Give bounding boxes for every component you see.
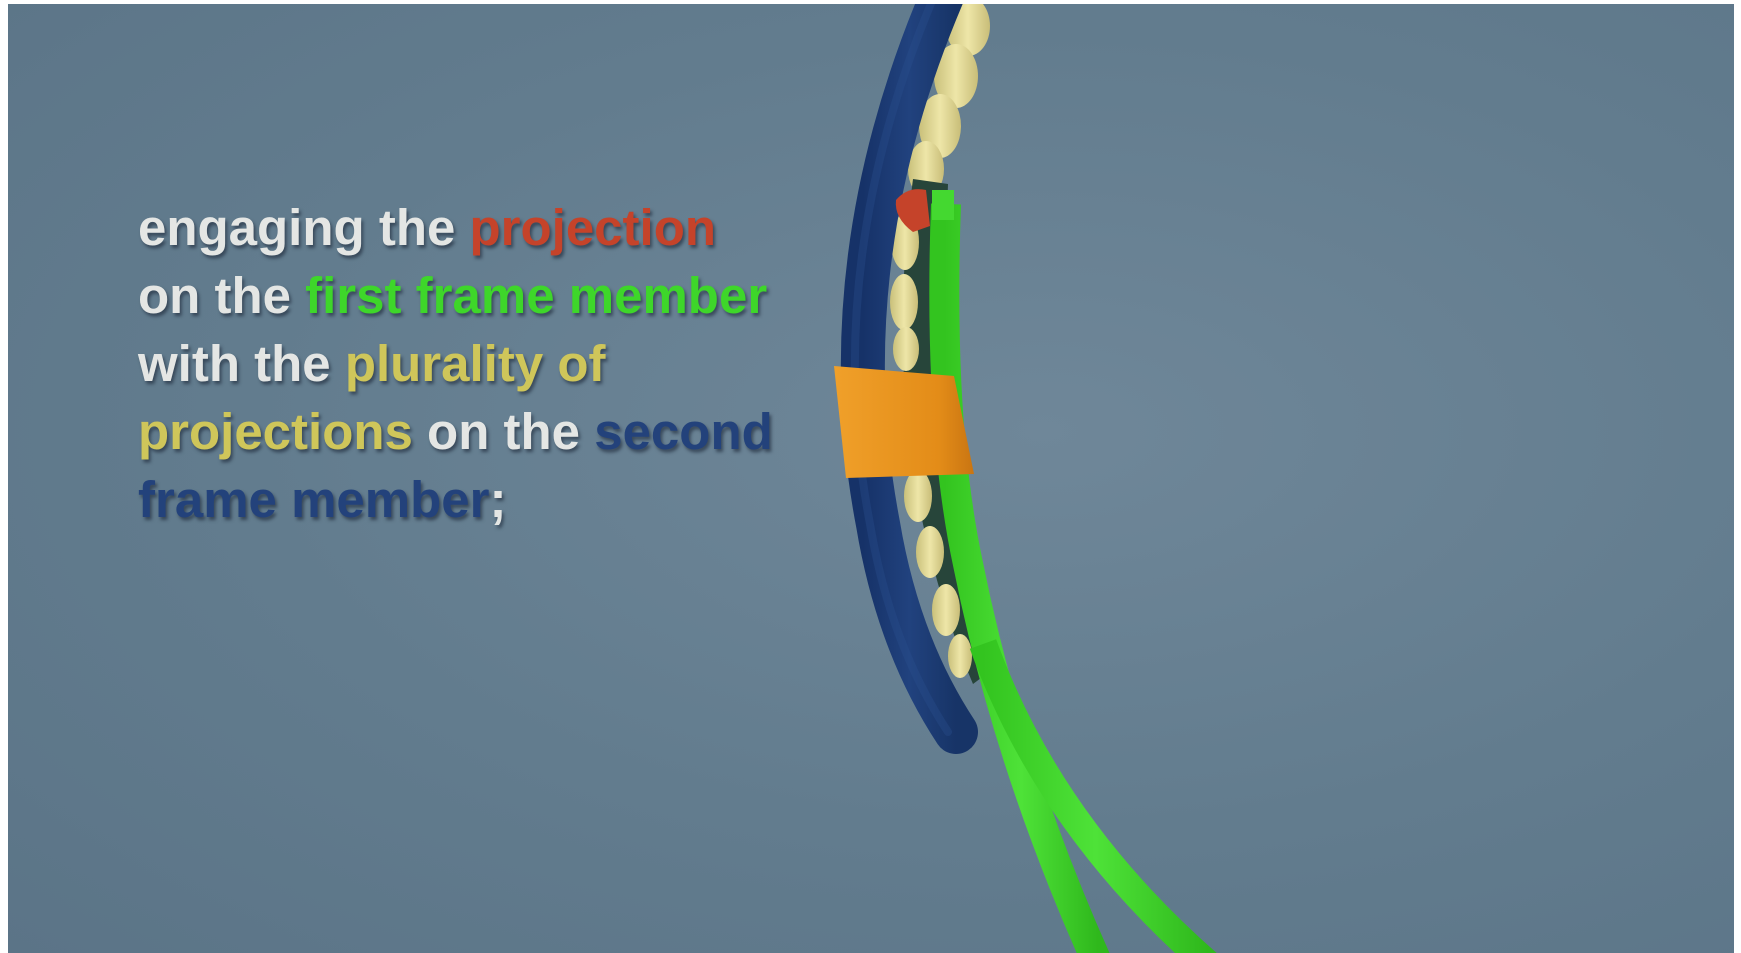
caption-text: on the [138, 267, 306, 324]
caption-term-projection: projection [469, 199, 717, 256]
caption-line-2: on the first frame member [138, 262, 773, 330]
frame-illustration [834, 4, 1217, 953]
caption-text: on the [412, 403, 595, 460]
caption-term-first-frame-member: first frame member [305, 267, 768, 324]
clip [834, 366, 974, 478]
render-scene: engaging the projection on the first fra… [8, 4, 1734, 953]
plurality-of-projections-inner [890, 214, 972, 678]
caption-text: with the [138, 335, 345, 392]
caption-punctuation: ; [489, 471, 507, 528]
caption-line-1: engaging the projection [138, 194, 773, 262]
caption-text: engaging the [138, 199, 470, 256]
caption: engaging the projection on the first fra… [138, 194, 773, 534]
caption-line-4: projections on the second [138, 398, 773, 466]
caption-line-3: with the plurality of [138, 330, 773, 398]
first-frame-member [929, 203, 1110, 953]
caption-term-second: second [594, 403, 773, 460]
caption-term-projections: projections [138, 403, 413, 460]
caption-term-frame-member: frame member [138, 471, 490, 528]
projection [895, 189, 930, 232]
first-frame-member-branch [969, 639, 1217, 953]
caption-term-plurality-of: plurality of [344, 335, 606, 392]
caption-line-5: frame member; [138, 466, 773, 534]
